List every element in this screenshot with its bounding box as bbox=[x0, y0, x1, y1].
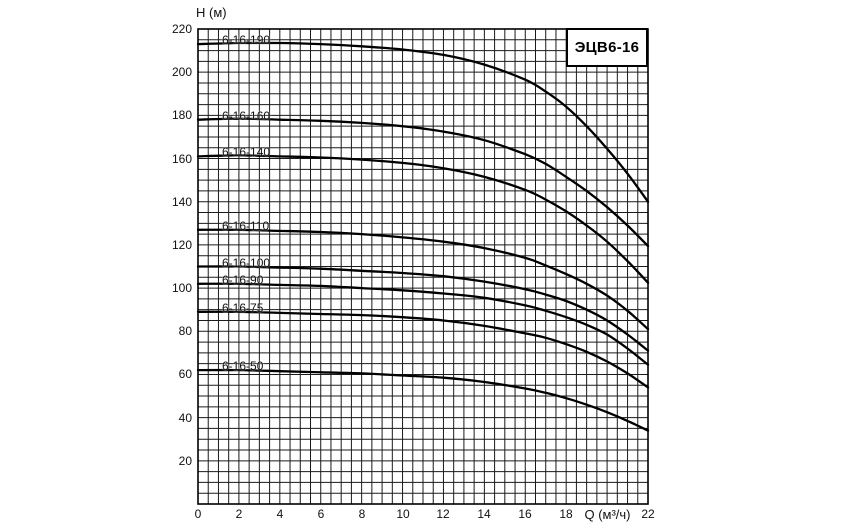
y-tick-60: 60 bbox=[178, 367, 192, 381]
x-axis-title: Q (м³/ч) bbox=[584, 507, 631, 522]
curve-6-16-190 bbox=[196, 41, 650, 203]
x-tick-22: 22 bbox=[641, 507, 655, 521]
curve-6-16-90 bbox=[196, 282, 650, 366]
x-tick-14: 14 bbox=[477, 507, 491, 521]
curve-6-16-50 bbox=[196, 368, 650, 432]
curves bbox=[196, 41, 650, 432]
curve-6-16-110 bbox=[196, 228, 650, 331]
x-tick-6: 6 bbox=[317, 507, 325, 521]
x-tick-2: 2 bbox=[235, 507, 243, 521]
curve-label-6-16-140: 6-16-140 bbox=[222, 145, 271, 159]
x-tick-8: 8 bbox=[358, 507, 366, 521]
curve-label-6-16-90: 6-16-90 bbox=[222, 273, 264, 287]
y-tick-80: 80 bbox=[178, 324, 192, 338]
y-tick-40: 40 bbox=[178, 411, 192, 425]
y-axis-title: H (м) bbox=[196, 5, 227, 20]
curve-6-16-100 bbox=[196, 265, 650, 352]
curve-6-16-75 bbox=[196, 310, 650, 389]
y-tick-20: 20 bbox=[178, 454, 192, 468]
pump-series-title: ЭЦВ6-16 bbox=[574, 39, 640, 56]
grid bbox=[197, 28, 649, 505]
y-tick-180: 180 bbox=[171, 108, 192, 122]
curve-6-16-160 bbox=[196, 117, 650, 248]
y-tick-200: 200 bbox=[171, 65, 192, 79]
curve-label-6-16-75: 6-16-75 bbox=[222, 301, 264, 315]
y-tick-160: 160 bbox=[171, 152, 192, 166]
x-tick-18: 18 bbox=[559, 507, 573, 521]
y-tick-120: 120 bbox=[171, 238, 192, 252]
x-tick-4: 4 bbox=[276, 507, 284, 521]
x-tick-12: 12 bbox=[436, 507, 450, 521]
curve-label-6-16-110: 6-16-110 bbox=[222, 219, 270, 233]
y-tick-100: 100 bbox=[171, 281, 192, 295]
curve-label-6-16-100: 6-16-100 bbox=[222, 256, 271, 270]
y-tick-220: 220 bbox=[171, 22, 192, 36]
curve-6-16-140 bbox=[196, 154, 650, 284]
x-tick-10: 10 bbox=[396, 507, 410, 521]
plot-border bbox=[197, 28, 649, 505]
x-tick-0: 0 bbox=[194, 507, 202, 521]
curve-label-6-16-50: 6-16-50 bbox=[222, 359, 264, 373]
pump-series-title-box: ЭЦВ6-16 bbox=[566, 28, 648, 67]
y-tick-140: 140 bbox=[171, 195, 192, 209]
curve-label-6-16-190: 6-16-190 bbox=[222, 33, 271, 47]
curve-label-6-16-160: 6-16-160 bbox=[222, 109, 271, 123]
x-tick-16: 16 bbox=[518, 507, 532, 521]
